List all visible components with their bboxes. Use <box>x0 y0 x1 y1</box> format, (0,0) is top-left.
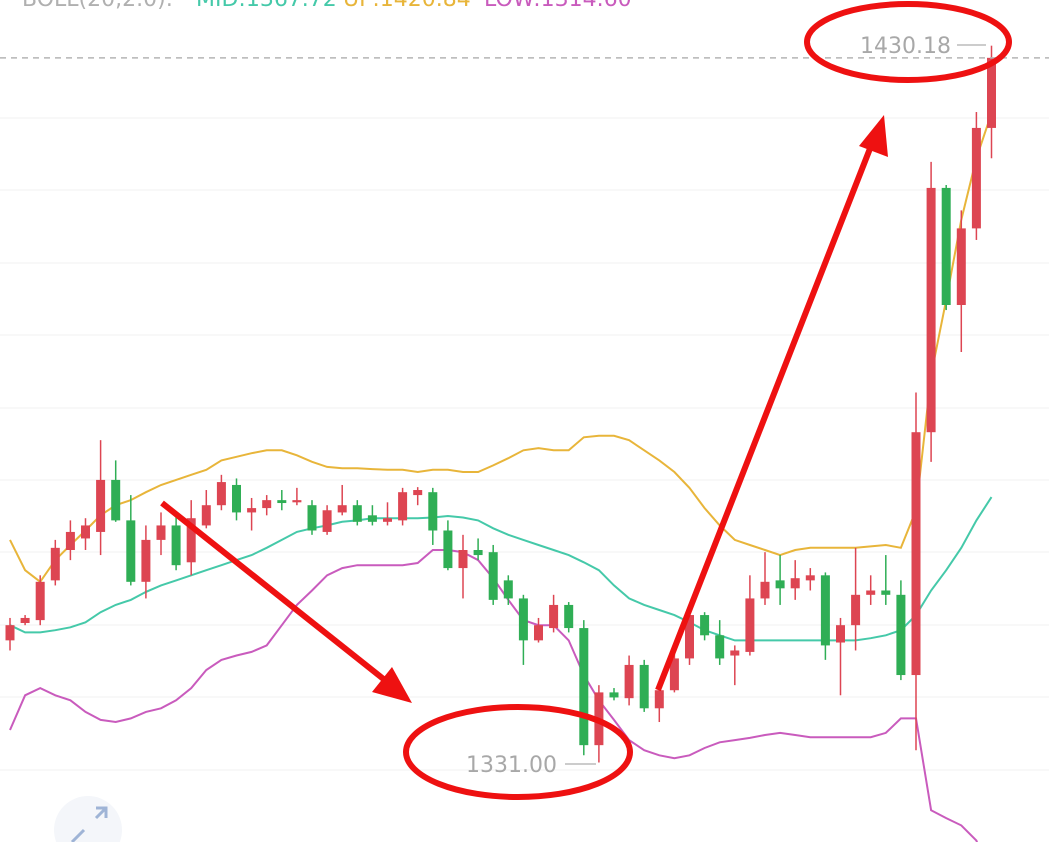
candle-body <box>987 57 996 128</box>
candle-body <box>428 492 438 531</box>
candle-body <box>35 581 45 621</box>
candle-body <box>247 508 257 513</box>
arrow-head <box>859 115 888 157</box>
indicator-label: BOLL(20,2.0): <box>22 0 173 12</box>
candle-body <box>624 664 634 699</box>
candle-body <box>866 590 876 595</box>
legend-entry: UP:1420.84 <box>343 0 471 12</box>
candle-body <box>609 692 619 698</box>
candle-body <box>534 625 543 641</box>
candle-body <box>503 580 513 599</box>
highlight-ellipse <box>403 704 633 800</box>
expand-icon <box>70 806 108 842</box>
candle-body <box>352 505 362 522</box>
band-line <box>9 549 978 842</box>
candle-body <box>443 530 453 569</box>
candle-body <box>715 635 725 659</box>
candle-body <box>50 547 60 581</box>
candle-body <box>458 550 468 569</box>
candle-body <box>730 650 740 656</box>
candle-body <box>881 590 891 595</box>
candle-body <box>232 484 241 513</box>
candle-body <box>836 625 845 643</box>
band-line <box>9 112 993 584</box>
arrow-shaft <box>655 144 874 692</box>
candle-body <box>685 615 694 659</box>
candle-body <box>579 628 589 746</box>
candle-body <box>760 581 770 599</box>
max-label: 1430.18 <box>860 34 951 59</box>
candle-body <box>473 550 483 556</box>
annotations <box>160 1 1012 800</box>
candle-body <box>65 531 75 551</box>
candle-body <box>201 505 211 526</box>
candle-body <box>262 500 272 509</box>
candle-body <box>820 575 830 646</box>
candle-body <box>307 505 317 531</box>
candle-body <box>156 525 166 540</box>
candle-body <box>745 598 755 652</box>
arrow-head <box>372 667 412 703</box>
min-label: 1331.00 <box>466 753 557 778</box>
candles <box>0 45 1049 763</box>
candle-body <box>669 658 679 691</box>
candle-body <box>700 615 710 636</box>
legend-entry: LOW:1314.60 <box>484 0 632 12</box>
candle-body <box>805 575 815 581</box>
candle-body <box>186 518 196 563</box>
candle-body <box>81 525 90 539</box>
candle-body <box>383 518 392 522</box>
candle-body <box>790 578 800 589</box>
candle-body <box>896 594 906 676</box>
candle-body <box>141 539 151 582</box>
candle-body <box>96 479 106 532</box>
candle-body <box>5 625 15 641</box>
legend-entry: MID:1367.72 <box>196 0 337 12</box>
labels: BOLL(20,2.0): MID:1367.72 UP:1420.84 LOW… <box>22 0 986 778</box>
candle-body <box>956 228 966 305</box>
candle-body <box>292 500 302 503</box>
candle-body <box>518 598 528 641</box>
arrow-shaft <box>160 500 388 684</box>
candle-body <box>549 604 559 629</box>
highlight-ellipse <box>804 1 1012 83</box>
candle-body <box>20 617 30 624</box>
candle-body <box>322 510 332 532</box>
expand-button[interactable] <box>54 796 122 842</box>
candle-body <box>367 515 377 522</box>
candle-body <box>971 127 981 229</box>
candle-body <box>216 482 226 506</box>
candle-body <box>564 604 574 629</box>
candle-body <box>413 490 423 496</box>
candle-body <box>851 594 861 626</box>
candle-body <box>111 479 121 521</box>
candle-body <box>488 552 498 600</box>
candle-body <box>654 690 664 709</box>
candle-body <box>639 664 649 709</box>
candle-body <box>398 492 408 521</box>
candle-body <box>911 432 921 676</box>
candle-body <box>926 187 936 433</box>
candle-body <box>171 525 181 566</box>
candle-body <box>337 505 347 513</box>
candle-body <box>277 500 287 504</box>
candle-body <box>941 187 951 305</box>
candle-body <box>126 520 136 582</box>
candle-body <box>775 580 785 589</box>
